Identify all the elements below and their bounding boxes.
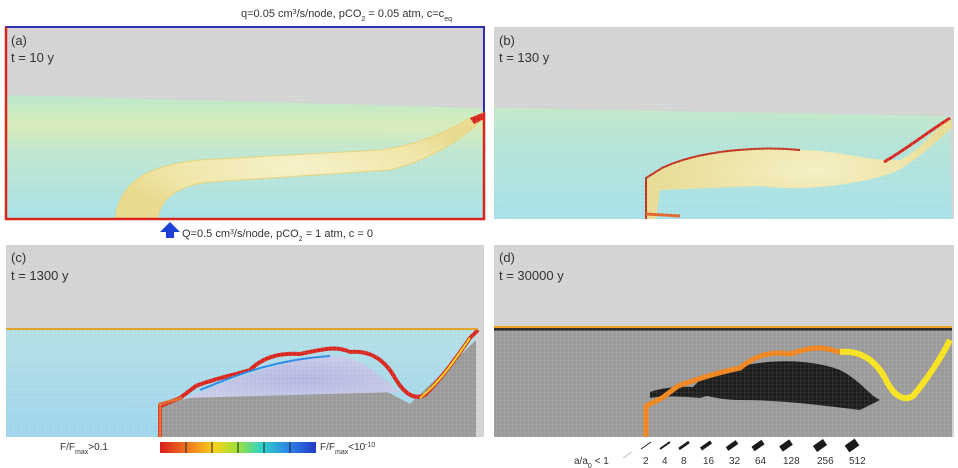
panel-d-time: t = 30000 y [499,268,564,283]
aperture-stroke-128 [779,439,793,452]
aperture-value-32: 32 [729,456,741,467]
aperture-value-16: 16 [703,456,715,467]
aperture-value-128: 128 [783,456,800,467]
panel-a-time: t = 10 y [11,50,54,65]
aperture-value-64: 64 [755,456,767,467]
colorbar-right-label: F/Fmax<10-10 [320,442,375,456]
panel-c-time: t = 1300 y [11,268,69,283]
colorbar-left-label: F/Fmax>0.1 [60,442,108,456]
aperture-stroke-64 [751,439,765,452]
aperture-value-2: 2 [643,456,649,467]
aperture-stroke-8 [678,440,690,451]
panel-b: (b) t = 130 y [494,27,954,219]
aperture-stroke-4 [659,441,671,450]
panel-b-time: t = 130 y [499,50,550,65]
aperture-stroke-16 [699,440,713,451]
aperture-value-8: 8 [681,456,687,467]
panel-a-boundary-frame [4,27,486,221]
aperture-stroke-32 [725,440,739,451]
inlet-arrow-icon [160,222,180,238]
aperture-stroke-256 [812,439,828,452]
panel-c-letter: (c) [11,250,26,265]
bottom-boundary-label: Q=0.5 cm3/s/node, pCO2 = 1 atm, c = 0 [182,228,373,243]
flux-colorbar: F/Fmax>0.1 F/Fmax<10-10 [60,442,375,456]
panel-a: (a) t = 10 y [4,26,486,221]
panel-b-letter: (b) [499,33,515,48]
aperture-stroke-2 [640,441,652,450]
panel-d-letter: (d) [499,250,515,265]
aperture-value-4: 4 [662,456,668,467]
aperture-value-256: 256 [817,456,834,467]
aperture-legend-prefix: a/a0 < 1 [574,456,609,468]
panel-a-letter: (a) [11,33,27,48]
aperture-stroke-base [622,451,633,459]
aperture-value-512: 512 [849,456,866,467]
aperture-stroke-512 [844,438,860,453]
panel-d: (d) t = 30000 y [494,245,954,437]
aperture-legend: a/a0 < 1 2 4 8 16 32 64 128 256 512 [574,438,866,468]
top-boundary-label: q=0.05 cm3/s/node, pCO2 = 0.05 atm, c=ce… [241,8,452,23]
panel-c: (c) t = 1300 y [6,245,484,437]
